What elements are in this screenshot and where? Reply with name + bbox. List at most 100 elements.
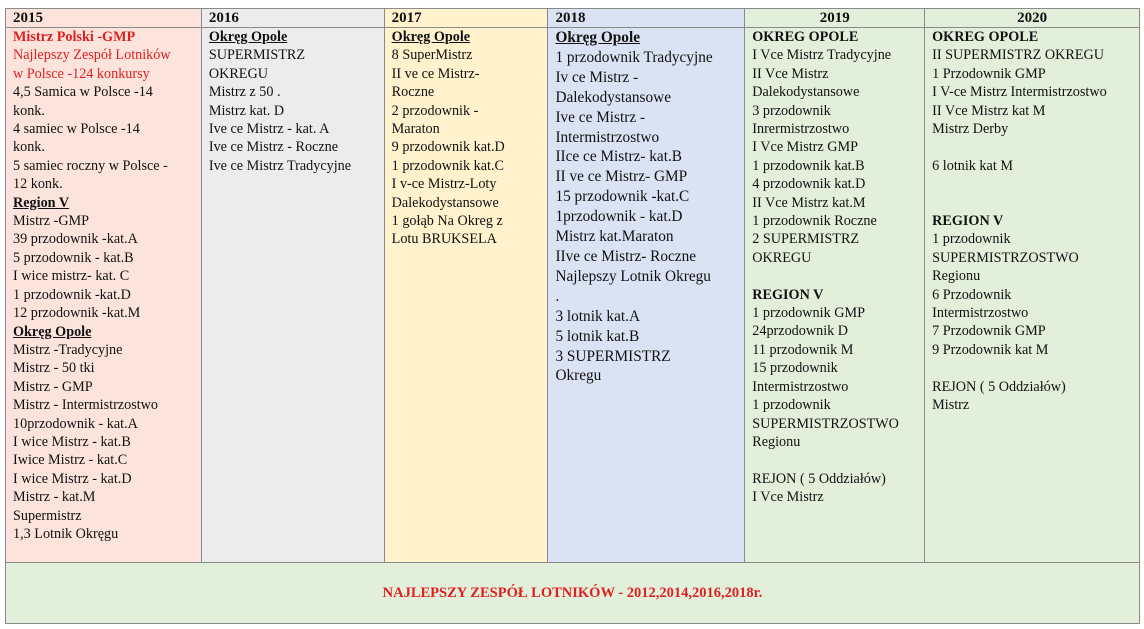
achievement-line: 4,5 Samica w Polsce -14	[13, 84, 153, 101]
achievement-line: 4 przodownik kat.D	[752, 176, 866, 193]
achievement-line: 8 SuperMistrz	[391, 47, 473, 64]
cell-2018: Okręg Opole 1 przodownik Tradycyjne Iv ce …	[547, 27, 746, 563]
achievement-line: 1 Przodownik GMP	[932, 65, 1046, 82]
achievement-line: Mistrz Derby	[932, 121, 1009, 138]
achievement-line: OKREGU	[208, 65, 268, 82]
achievement-line: Iwice Mistrz - kat.C	[13, 452, 128, 469]
achievement-line: 1 gołąb Na Okreg z	[391, 213, 503, 230]
achievement-line: 1 przodownik	[932, 231, 1011, 248]
year-header-2015: 2015	[5, 8, 202, 28]
achievement-line: OKREGU	[752, 249, 812, 266]
achievement-line: I wice Mistrz - kat.D	[13, 470, 132, 487]
achievement-line: 9 przodownik kat.D	[391, 139, 505, 156]
achievement-line: I V-ce Mistrz Intermistrzostwo	[932, 84, 1107, 101]
achievement-line: 12 przodownik -kat.M	[13, 305, 141, 322]
achievement-line: Inrermistrzostwo	[752, 121, 850, 138]
achievement-line: SUPERMISTRZOSTWO	[752, 415, 899, 432]
achievement-line: 3 przodownik	[752, 102, 831, 119]
achievement-line: IIve ce Mistrz- Roczne	[555, 247, 697, 265]
section-heading: Okręg Opole	[555, 29, 640, 46]
achievement-line: Ive ce Mistrz - Roczne	[208, 139, 339, 156]
section-heading: Okręg Opole	[208, 29, 288, 45]
achievement-line: Intermistrzostwo	[932, 305, 1029, 322]
achievement-line: 11 przodownik M	[752, 341, 854, 358]
achievement-line	[932, 194, 1132, 212]
body-row: Mistrz Polski -GMP Najlepszy Zespół Lotni…	[5, 27, 1140, 563]
achievement-line: 1 przodownik GMP	[752, 305, 865, 322]
achievement-line	[752, 267, 917, 285]
achievement-line: Mistrz - kat.M	[13, 489, 96, 506]
year-header-2016: 2016	[200, 8, 385, 28]
section-heading: OKREG OPOLE	[932, 29, 1039, 45]
section-heading: REGION V	[932, 213, 1004, 230]
achievement-line: 5 lotnik kat.B	[555, 327, 640, 345]
achievement-line: Regionu	[752, 433, 801, 450]
achievement-line: Mistrz	[932, 397, 970, 414]
achievement-line: Supermistrz	[13, 507, 82, 524]
achievement-line	[932, 359, 1132, 377]
achievement-line: 10przodownik - kat.A	[13, 415, 138, 432]
achievement-line: REJON ( 5 Oddziałów)	[932, 378, 1066, 395]
section-heading: OKREG OPOLE	[752, 29, 859, 45]
achievement-line: Mistrz - Intermistrzostwo	[13, 397, 158, 414]
achievement-line: 2 przodownik -	[391, 102, 479, 119]
cell-2016: Okręg Opole SUPERMISTRZ OKREGU Mistrz z 50 …	[200, 27, 385, 563]
cell-2019: OKREG OPOLE I Vce Mistrz Tradycyjne II Vce…	[744, 27, 926, 563]
cell-2017: Okręg Opole 8 SuperMistrz II ve ce Mistrz-…	[383, 27, 549, 563]
achievement-line: I Vce Mistrz	[752, 489, 824, 506]
achievement-line: 9 Przodownik kat M	[932, 341, 1049, 358]
cell-2020: OKREG OPOLE II SUPERMISTRZ OKREGU 1 Przodo…	[924, 27, 1140, 563]
achievement-line: REJON ( 5 Oddziałów)	[752, 470, 886, 487]
achievement-line: II Vce Mistrz kat.M	[752, 194, 866, 211]
achievement-line: Iv ce Mistrz -	[555, 68, 639, 86]
achievement-line: I wice Mistrz - kat.B	[13, 433, 131, 450]
achievement-line: II Vce Mistrz kat M	[932, 102, 1046, 119]
achievement-line: 5 samiec roczny w Polsce -	[13, 157, 168, 174]
achievement-line: Mistrz -Tradycyjne	[13, 341, 123, 358]
achievement-line: Mistrz - GMP	[13, 378, 93, 395]
achievement-line: 3 SUPERMISTRZ	[555, 347, 671, 365]
achievement-line	[932, 175, 1132, 193]
achievement-line: 1 przodownik kat.C	[391, 157, 504, 174]
achievement-line: 7 Przodownik GMP	[932, 323, 1046, 340]
achievement-line: Mistrz Polski -GMP	[13, 29, 136, 45]
achievement-line: II Vce Mistrz	[752, 65, 829, 82]
achievement-line: Intermistrzostwo	[555, 128, 660, 146]
achievement-line: 6 Przodownik	[932, 286, 1012, 303]
achievement-line: 3 lotnik kat.A	[555, 307, 640, 325]
section-heading: Region V	[13, 194, 70, 211]
achievement-line: .	[555, 287, 560, 305]
achievement-line: I Vce Mistrz GMP	[752, 139, 859, 156]
year-header-2018: 2018	[547, 8, 746, 28]
achievement-line: 15 przodownik	[752, 360, 838, 377]
achievement-line: I Vce Mistrz Tradycyjne	[752, 47, 892, 64]
year-header-2019: 2019	[744, 8, 926, 28]
achievement-line: Mistrz -GMP	[13, 213, 90, 230]
achievement-line: II ve ce Mistrz-	[391, 65, 480, 82]
achievement-line: Mistrz kat.Maraton	[555, 228, 674, 246]
achievement-line: w Polsce -124 konkursy	[13, 65, 150, 82]
year-header-2017: 2017	[383, 8, 549, 28]
achievement-line: Lotu BRUKSELA	[391, 231, 497, 248]
achievement-line: 1 przodownik Roczne	[752, 213, 877, 230]
achievement-line: Okregu	[555, 367, 602, 385]
achievement-line: 24przodownik D	[752, 323, 849, 340]
achievement-line	[932, 138, 1132, 156]
achievement-line: Regionu	[932, 268, 981, 285]
header-row: 2015 2016 2017 2018 2019 2020	[5, 8, 1140, 28]
section-heading: Okręg Opole	[13, 323, 92, 340]
achievement-line: SUPERMISTRZ	[208, 47, 306, 64]
achievement-line: 1 przodownik kat.B	[752, 157, 865, 174]
achievement-line: Dalekodystansowe	[555, 88, 671, 106]
achievement-line: 1 przodownik -kat.D	[13, 286, 131, 303]
achievement-line: II ve ce Mistrz- GMP	[555, 168, 688, 186]
achievement-line: Mistrz z 50 .	[208, 84, 281, 101]
achievement-line: 2 SUPERMISTRZ	[752, 231, 860, 248]
cell-2015: Mistrz Polski -GMP Najlepszy Zespół Lotni…	[5, 27, 202, 563]
achievement-line: 4 samiec w Polsce -14	[13, 121, 140, 138]
achievement-line: Ive ce Mistrz - kat. A	[208, 121, 330, 138]
achievement-line	[752, 451, 917, 469]
achievement-line: II SUPERMISTRZ OKREGU	[932, 47, 1104, 64]
year-header-2020: 2020	[924, 8, 1140, 28]
achievement-line: Intermistrzostwo	[752, 378, 849, 395]
